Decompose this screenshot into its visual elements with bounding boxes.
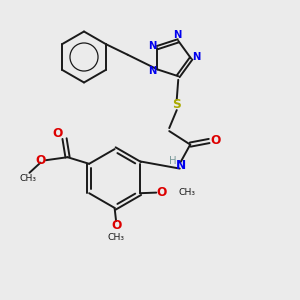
Text: N: N	[173, 30, 182, 40]
Text: O: O	[210, 134, 220, 147]
Text: S: S	[172, 98, 181, 111]
Text: O: O	[157, 186, 167, 199]
Text: CH₃: CH₃	[178, 188, 195, 197]
Text: O: O	[53, 127, 63, 140]
Text: N: N	[176, 159, 186, 172]
Text: H: H	[169, 156, 177, 167]
Text: CH₃: CH₃	[20, 174, 36, 183]
Text: O: O	[111, 219, 122, 232]
Text: CH₃: CH₃	[108, 233, 125, 242]
Text: O: O	[35, 154, 46, 167]
Text: N: N	[148, 66, 157, 76]
Text: N: N	[148, 41, 157, 51]
Text: N: N	[192, 52, 200, 62]
